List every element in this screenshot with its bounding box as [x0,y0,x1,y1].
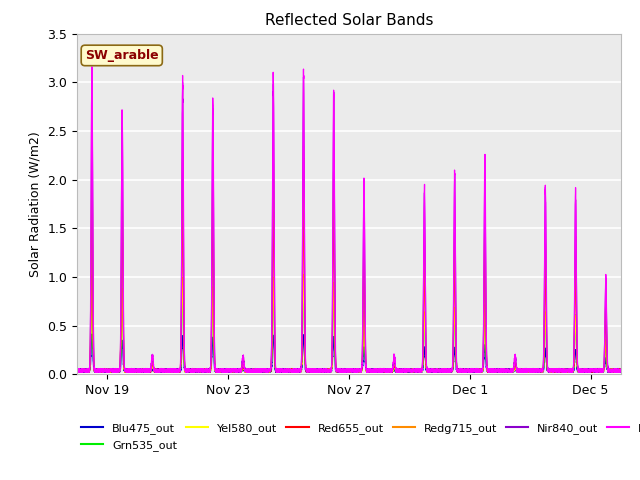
Text: SW_arable: SW_arable [85,49,159,62]
Y-axis label: Solar Radiation (W/m2): Solar Radiation (W/m2) [29,131,42,277]
Title: Reflected Solar Bands: Reflected Solar Bands [264,13,433,28]
Legend: Blu475_out, Grn535_out, Yel580_out, Red655_out, Redg715_out, Nir840_out, Nir945_: Blu475_out, Grn535_out, Yel580_out, Red6… [77,419,640,455]
